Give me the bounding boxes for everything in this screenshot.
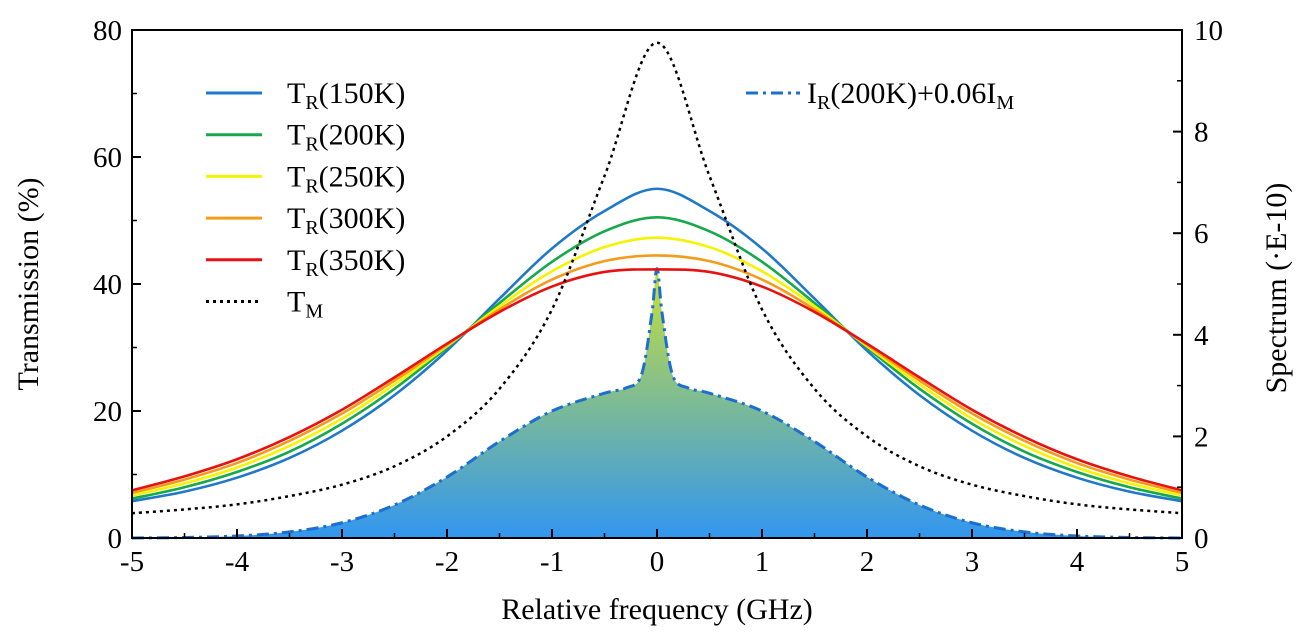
legend-label-5: TM (287, 286, 323, 323)
x-tick-label-6: 1 (755, 546, 770, 578)
legend-label-spectrum: IR(200K)+0.06IM (807, 77, 1014, 114)
y-right-tick-label-4: 8 (1194, 117, 1209, 149)
x-tick-label-9: 4 (1070, 546, 1085, 578)
series-line-1 (132, 216, 1183, 500)
series-line-3 (132, 254, 1183, 495)
y-left-tick-label-4: 80 (93, 15, 122, 47)
x-tick-label-0: -5 (120, 546, 144, 578)
y-left-tick-label-3: 60 (93, 142, 122, 174)
x-tick-label-5: 0 (650, 546, 665, 578)
spectrum-fill (132, 268, 1182, 538)
x-tick-label-8: 3 (965, 546, 980, 578)
legend-label-3: TR(300K) (287, 202, 405, 239)
x-tick-label-4: -1 (540, 546, 564, 578)
x-axis-label: Relative frequency (GHz) (501, 593, 813, 626)
x-tick-label-2: -3 (330, 546, 354, 578)
y-right-tick-label-3: 6 (1194, 218, 1209, 250)
series-line-5 (132, 41, 1183, 515)
y-left-tick-label-1: 20 (93, 396, 122, 428)
y-right-tick-label-0: 0 (1194, 523, 1209, 555)
legend-label-4: TR(350K) (287, 244, 405, 281)
y-right-tick-label-2: 4 (1194, 320, 1209, 352)
x-tick-label-3: -2 (435, 546, 459, 578)
y-axis-label-right: Spectrum (·E-10) (1260, 183, 1293, 394)
y-right-tick-label-1: 2 (1194, 421, 1209, 453)
x-tick-label-7: 2 (860, 546, 875, 578)
series-line-4 (132, 268, 1183, 492)
legend-label-2: TR(250K) (287, 160, 405, 197)
legend-label-1: TR(200K) (287, 119, 405, 156)
series-line-2 (132, 236, 1183, 497)
series-layer (132, 41, 1183, 515)
x-tick-label-1: -4 (225, 546, 250, 578)
legend-left: TR(150K) TR(200K) TR(250K) TR(300K) TR(350K)… (206, 77, 405, 323)
y-right-tick-label-5: 10 (1194, 15, 1223, 47)
series-line-0 (132, 187, 1183, 503)
legend-right: IR(200K)+0.06IM (746, 77, 1014, 114)
y-left-tick-label-2: 40 (93, 269, 122, 301)
legend-label-0: TR(150K) (287, 77, 405, 114)
x-tick-label-10: 5 (1175, 546, 1190, 578)
y-left-tick-label-0: 0 (108, 523, 123, 555)
y-axis-label-left: Transmission (%) (12, 177, 45, 390)
